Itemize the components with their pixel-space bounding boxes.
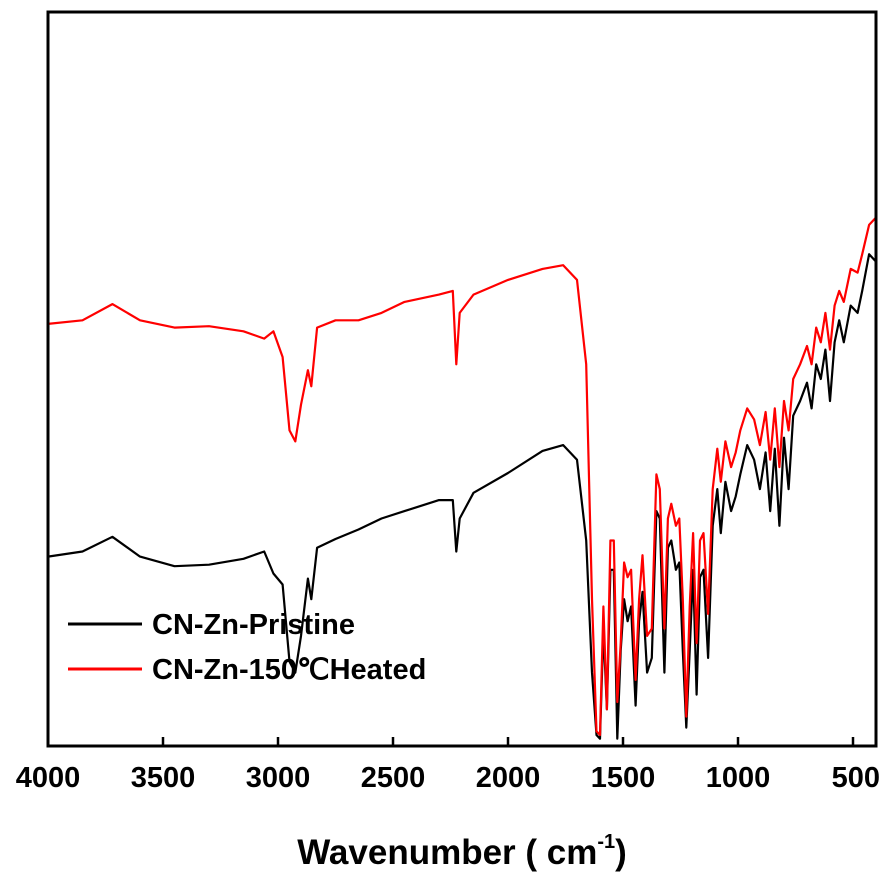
series-line-cn-zn-150-heated [47, 216, 877, 737]
x-tick-label-2500: 2500 [361, 762, 426, 794]
legend-label-cn-zn-pristine: CN-Zn-Pristine [152, 609, 355, 641]
x-tick-label-1500: 1500 [591, 762, 656, 794]
x-tick-label-500: 500 [832, 762, 880, 794]
legend-label-cn-zn-150-heated: CN-Zn-150℃Heated [152, 654, 426, 686]
x-tick-label-4000: 4000 [16, 762, 81, 794]
x-axis-title: Wavenumber ( cm-1) [297, 831, 627, 872]
x-tick-label-1000: 1000 [706, 762, 771, 794]
x-tick-label-3500: 3500 [131, 762, 196, 794]
x-tick-label-3000: 3000 [246, 762, 311, 794]
x-axis-title-suffix: ) [615, 833, 627, 872]
x-axis-title-superscript: -1 [597, 831, 615, 853]
legend: CN-Zn-Pristine CN-Zn-150℃Heated [68, 609, 426, 686]
x-tick-label-2000: 2000 [476, 762, 541, 794]
x-axis-title-main: Wavenumber ( cm [297, 833, 597, 872]
x-axis-ticks: 4000 3500 3000 2500 2000 1500 1000 500 [16, 737, 880, 794]
series-layer [47, 216, 877, 740]
plot-frame [46, 10, 878, 748]
